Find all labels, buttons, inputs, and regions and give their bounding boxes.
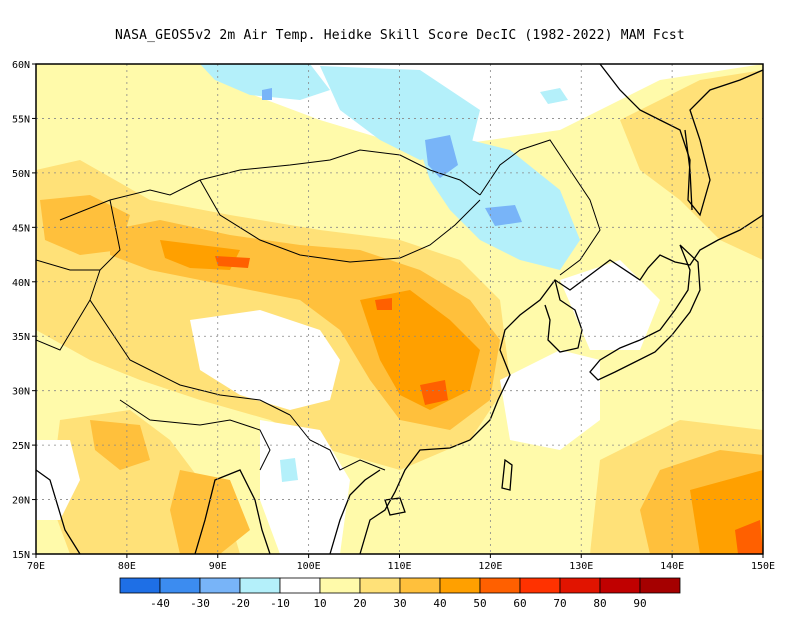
border-china-west: [89, 199, 291, 416]
coastline-south-asia: [36, 469, 81, 554]
border-afghanistan: [36, 299, 91, 351]
lat-tick-label: 30N: [12, 387, 30, 398]
coastline-hainan: [384, 497, 406, 516]
lat-tick-label: 55N: [12, 114, 30, 125]
colorbar-label: -30: [190, 597, 210, 610]
coastline-taiwan: [501, 458, 513, 491]
lon-tick-label: 130E: [569, 561, 593, 572]
colorbar: -40 -30 -20 -10 10 20 30 40 50 60 70 80 90: [119, 577, 681, 610]
coastline-indochina: [329, 469, 381, 554]
colorbar-swatch: [239, 577, 281, 594]
border-mongolia-south: [199, 179, 481, 263]
lon-axis-labels: 70E 80E 90E 100E 110E 120E 130E 140E 150E: [27, 554, 775, 572]
field-region-red-orange: [420, 380, 448, 405]
graticule: [36, 64, 763, 554]
colorbar-swatch: [159, 577, 201, 594]
colorbar-label: -10: [270, 597, 290, 610]
colorbar-swatch: [279, 577, 321, 594]
lat-tick-label: 15N: [12, 550, 30, 561]
lon-tick-label: 80E: [118, 561, 136, 572]
lat-tick-label: 40N: [12, 278, 30, 289]
coastline-japan: [589, 244, 701, 381]
field-region-blue: [262, 88, 272, 100]
colorbar-label: 60: [513, 597, 526, 610]
field-region-light-blue: [320, 66, 480, 160]
border-mongolia-north: [199, 149, 481, 196]
field-region-red-orange: [375, 298, 392, 310]
field-region-blue: [485, 205, 522, 226]
coastline-korea: [544, 279, 583, 353]
lat-tick-label: 60N: [12, 60, 30, 71]
colorbar-label: 80: [593, 597, 606, 610]
field-region-dark-orange: [360, 290, 480, 410]
colorbar-swatch: [199, 577, 241, 594]
country-borders: [36, 139, 601, 471]
colorbar-label: -40: [150, 597, 170, 610]
colorbar-swatch: [119, 577, 161, 594]
field-region-light-blue: [200, 64, 330, 100]
colorbar-swatch: [599, 577, 641, 594]
lon-tick-label: 90E: [209, 561, 227, 572]
colorbar-label: 40: [433, 597, 446, 610]
colorbar-swatch: [519, 577, 561, 594]
border-himalaya: [119, 399, 271, 471]
colorbar-swatch: [559, 577, 601, 594]
lon-tick-label: 70E: [27, 561, 45, 572]
lat-tick-label: 45N: [12, 223, 30, 234]
colorbar-swatch: [399, 577, 441, 594]
colorbar-swatch: [479, 577, 521, 594]
lat-tick-label: 25N: [12, 441, 30, 452]
lat-tick-label: 35N: [12, 332, 30, 343]
colorbar-swatch: [639, 577, 681, 594]
coastline-east-asia: [359, 214, 763, 554]
lat-axis-labels: 15N 20N 25N 30N 35N 40N 45N 50N 55N 60N: [12, 60, 36, 561]
field-region-red-orange: [215, 256, 250, 268]
field-region-light-blue: [280, 458, 298, 482]
colorbar-swatch: [439, 577, 481, 594]
colorbar-swatch: [359, 577, 401, 594]
border-central-asia: [36, 259, 100, 271]
colorbar-label: 50: [473, 597, 486, 610]
colorbar-label: 30: [393, 597, 406, 610]
colorbar-swatch: [319, 577, 361, 594]
coastline-sakhalin: [684, 129, 693, 211]
colorbar-label: 90: [633, 597, 646, 610]
colorbar-label: 20: [353, 597, 366, 610]
lon-tick-label: 150E: [751, 561, 775, 572]
field-region-blue: [425, 135, 458, 178]
field-region-red-orange: [735, 520, 763, 554]
field-region-white: [36, 440, 80, 520]
colorbar-label: 70: [553, 597, 566, 610]
colorbar-label: -20: [230, 597, 250, 610]
border-kazakhstan: [59, 179, 201, 221]
field-region-orange: [40, 195, 130, 255]
map-title: NASA_GEOS5v2 2m Air Temp. Heidke Skill S…: [115, 28, 685, 43]
coastline-bay-of-bengal: [194, 469, 271, 554]
lat-tick-label: 50N: [12, 169, 30, 180]
field-region-light-blue: [420, 140, 580, 270]
field-region-white: [260, 420, 350, 554]
coastline-far-east: [599, 64, 763, 217]
colorbar-label: 10: [313, 597, 326, 610]
lon-tick-label: 110E: [387, 561, 411, 572]
field-region-orange: [170, 470, 250, 554]
lon-tick-label: 140E: [660, 561, 684, 572]
field-region-light-blue: [540, 88, 568, 104]
field-region-white: [500, 350, 600, 450]
field-region-white: [190, 310, 340, 410]
lon-tick-label: 120E: [478, 561, 502, 572]
border-southeast-asia: [289, 414, 386, 471]
field-region-white: [560, 260, 660, 350]
coastlines: [36, 64, 763, 554]
border-northeast-china: [479, 139, 601, 276]
lat-tick-label: 20N: [12, 496, 30, 507]
lon-tick-label: 100E: [297, 561, 321, 572]
